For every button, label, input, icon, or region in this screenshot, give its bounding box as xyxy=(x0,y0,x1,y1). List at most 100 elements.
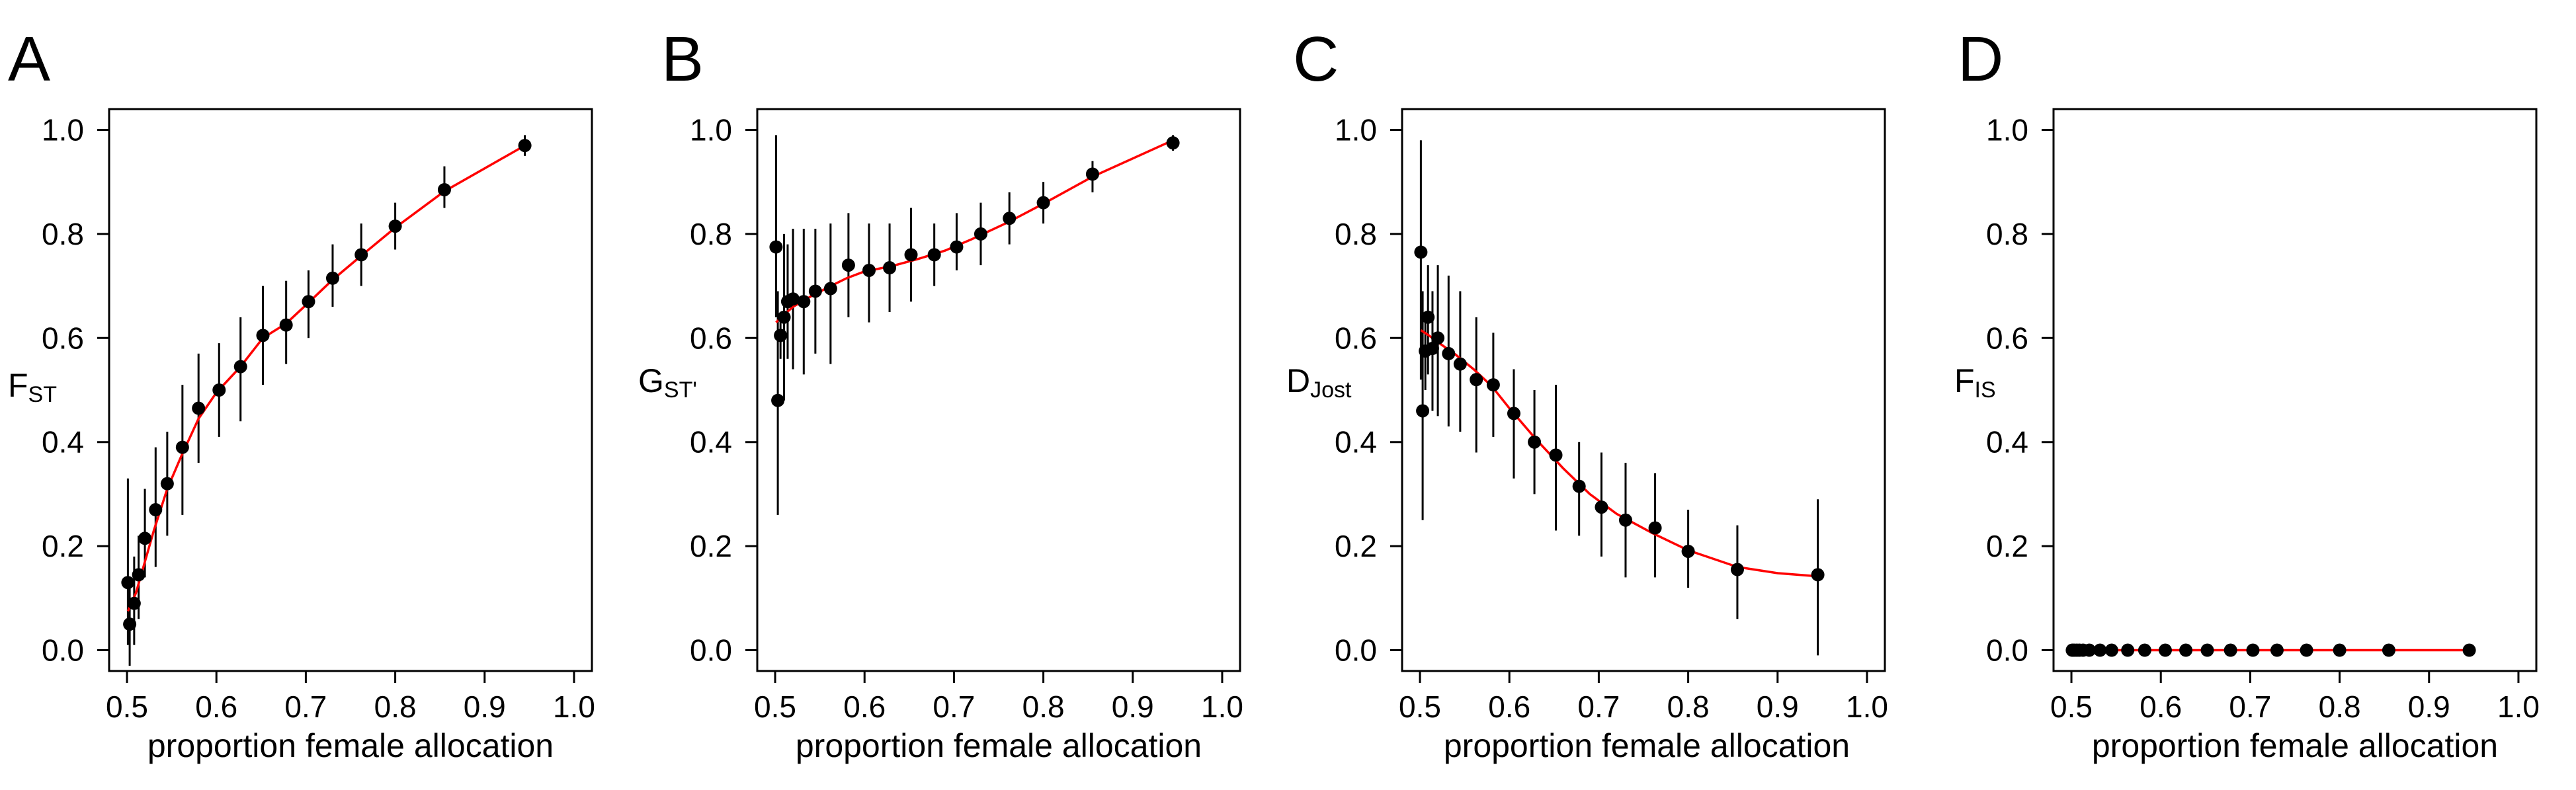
panel-b-data-point xyxy=(1166,136,1180,150)
panel-c-plot-frame xyxy=(1401,108,1886,672)
panel-a-x-tick-label: 0.6 xyxy=(195,690,237,724)
panel-b-data-point xyxy=(883,261,897,275)
panel-c-data-point xyxy=(1421,310,1435,324)
panel-b-y-axis-title-main: G xyxy=(638,362,664,399)
panel-b-y-tick-label: 1.0 xyxy=(690,112,732,147)
panel-d-data-point xyxy=(2083,643,2097,657)
panel-b-data-point xyxy=(1085,167,1099,181)
panel-c-x-tick-label: 0.6 xyxy=(1488,690,1530,724)
panel-b-data-point xyxy=(1003,212,1017,225)
panel-b-data-point xyxy=(771,393,785,407)
panel-c-x-tick-label: 0.8 xyxy=(1667,690,1710,724)
panel-d-data-point xyxy=(2270,643,2284,657)
panel-d-y-tick-label: 0.2 xyxy=(1986,529,2028,563)
panel-a-data-point xyxy=(192,401,206,415)
panel-c-y-tick-label: 0.2 xyxy=(1335,529,1377,563)
panel-a-y-axis-title: FST xyxy=(8,367,57,407)
panel-b-data-point xyxy=(786,292,800,306)
panel-d-data-point xyxy=(2158,643,2172,657)
panel-a-data-point xyxy=(123,617,137,631)
panel-c-data-point xyxy=(1811,568,1825,582)
panel-c-data-point xyxy=(1453,357,1467,371)
panel-d-y-tick-label: 1.0 xyxy=(1986,112,2028,147)
panel-b-data-point xyxy=(904,248,918,262)
panel-c-x-tick-label: 0.7 xyxy=(1577,690,1620,724)
panel-a-y-axis-title-sub: ST xyxy=(28,382,57,407)
panel-a-data-point xyxy=(518,139,532,153)
panel-a-data-point xyxy=(233,360,247,374)
panel-d-data-point xyxy=(2104,643,2118,657)
panel-a-y-tick-label: 0.4 xyxy=(42,425,84,459)
panel-d-y-axis-title-main: F xyxy=(1954,362,1975,399)
panel-c-data-point xyxy=(1425,342,1439,356)
panel-b-data-point xyxy=(774,329,788,342)
panel-a: A FST proportion female allocation 0.5 0.… xyxy=(8,24,595,764)
panel-a-x-tick-label: 1.0 xyxy=(553,690,595,724)
panel-d-x-tick-label: 0.6 xyxy=(2140,690,2182,724)
panel-a-data-point xyxy=(132,568,145,582)
panel-d-y-axis-title-sub: IS xyxy=(1975,377,1996,403)
panel-a-data-point xyxy=(325,271,339,285)
panel-a-y-axis-title-main: F xyxy=(8,367,28,404)
panel-d-data-point xyxy=(2121,643,2135,657)
panel-d-data-point xyxy=(2200,643,2214,657)
panel-d-data-point xyxy=(2382,643,2395,657)
panel-c-data-point xyxy=(1595,500,1608,514)
panel-a-data-point xyxy=(279,318,293,332)
panel-c-y-axis-title: DJost xyxy=(1286,362,1352,403)
panel-a-y-tick-label: 0.2 xyxy=(42,529,84,563)
panel-b-y-tick-label: 0.2 xyxy=(690,529,732,563)
panel-a-fit-line xyxy=(126,144,526,612)
panel-b-y-tick-label: 0.6 xyxy=(690,321,732,355)
panel-c-data-point xyxy=(1730,563,1744,576)
panel-d-x-tick-label: 0.7 xyxy=(2229,690,2271,724)
panel-c-fit-line xyxy=(1420,329,1818,578)
panel-b-x-tick-label: 0.8 xyxy=(1022,690,1065,724)
panel-d-x-tick-label: 0.8 xyxy=(2319,690,2361,724)
panel-b: B GST' proportion female allocation 0.5 0… xyxy=(638,24,1243,764)
panel-a-plot-frame xyxy=(108,108,593,672)
panel-a-y-tick-label: 0.6 xyxy=(42,321,84,355)
panel-c-label: C xyxy=(1293,24,1339,95)
panel-c-data-point xyxy=(1442,346,1456,360)
panel-d-y-tick-label: 0.8 xyxy=(1986,217,2028,251)
panel-d-y-tick-label: 0.0 xyxy=(1986,633,2028,668)
panel-c-data-point xyxy=(1618,513,1632,527)
panel-b-data-point xyxy=(950,240,964,254)
panel-a-x-tick-label: 0.8 xyxy=(374,690,417,724)
panel-c-data-point xyxy=(1528,435,1542,449)
panel-c-y-axis-title-main: D xyxy=(1286,362,1310,399)
panel-b-plot-frame xyxy=(756,108,1241,672)
panel-a-data-point xyxy=(354,248,368,262)
panel-d: D FIS proportion female allocation 0.5 0.… xyxy=(1954,24,2540,764)
panel-d-data-point xyxy=(2223,643,2237,657)
panel-d-x-axis-title: proportion female allocation xyxy=(2092,727,2498,764)
panel-a-data-point xyxy=(138,532,152,545)
panel-b-x-tick-label: 0.5 xyxy=(754,690,796,724)
panel-b-y-tick-label: 0.4 xyxy=(690,425,732,459)
panel-c-y-axis-title-sub: Jost xyxy=(1310,377,1352,403)
panel-b-x-tick-label: 0.9 xyxy=(1112,690,1154,724)
panel-a-data-point xyxy=(127,596,141,610)
panel-b-y-axis-title-sub: ST' xyxy=(664,377,697,403)
panel-d-y-axis-title: FIS xyxy=(1954,362,1996,403)
panel-a-x-tick-label: 0.9 xyxy=(464,690,506,724)
panel-a-label: A xyxy=(8,24,50,95)
panel-b-data-point xyxy=(1036,196,1050,210)
panel-c-x-tick-label: 0.9 xyxy=(1757,690,1799,724)
panel-a-data-point xyxy=(437,182,451,196)
panel-d-x-tick-label: 0.5 xyxy=(2050,690,2093,724)
panel-d-data-point xyxy=(2333,643,2347,657)
panel-d-data-point xyxy=(2138,643,2151,657)
panel-d-label: D xyxy=(1958,24,2003,95)
panel-b-x-tick-label: 0.7 xyxy=(933,690,975,724)
panel-d-data-point xyxy=(2300,643,2313,657)
panel-c-y-tick-label: 0.0 xyxy=(1335,633,1377,668)
panel-a-y-tick-label: 1.0 xyxy=(42,112,84,147)
panel-a-y-tick-label: 0.8 xyxy=(42,217,84,251)
panel-d-x-tick-label: 0.9 xyxy=(2408,690,2450,724)
panel-c-data-point xyxy=(1549,448,1563,462)
panel-b-label: B xyxy=(661,24,704,95)
panel-a-data-point xyxy=(160,477,174,491)
